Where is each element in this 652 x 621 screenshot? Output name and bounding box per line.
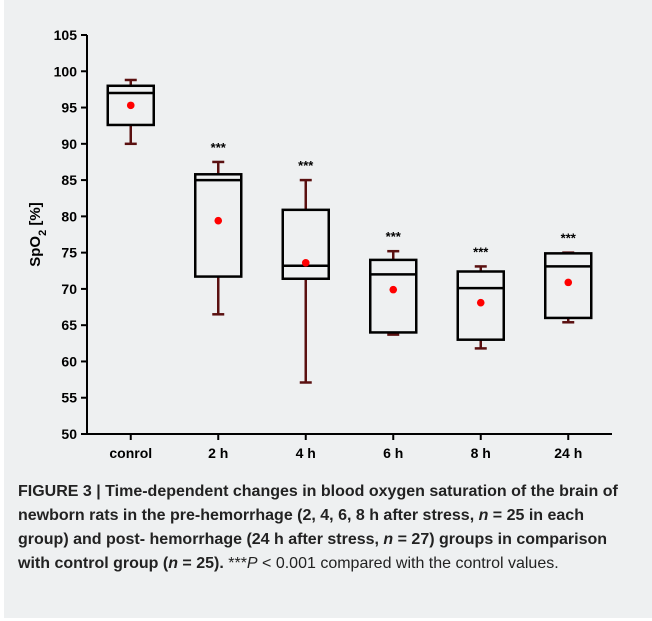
mean-point <box>301 258 310 267</box>
y-tick-label: 85 <box>61 172 77 188</box>
y-tick-label: 105 <box>54 27 78 43</box>
figure-caption: FIGURE 3 | Time-dependent changes in blo… <box>18 480 638 576</box>
caption-n3: n <box>168 555 178 572</box>
y-tick-label: 60 <box>61 353 77 369</box>
x-tick-label: 8 h <box>471 445 491 461</box>
bottom-border <box>0 618 652 621</box>
y-tick-label: 90 <box>61 136 77 152</box>
x-tick-label: 4 h <box>296 445 316 461</box>
significance-label: *** <box>211 140 227 155</box>
mean-point <box>564 278 573 287</box>
mean-point <box>476 298 485 307</box>
caption-text-3: = 27) groups in comparison with control … <box>18 531 608 572</box>
caption-n2: n <box>383 531 394 548</box>
box-plot-chart: 50 55 60 65 70 75 80 85 90 95 100 105 SpO2 [%] conrol… <box>27 27 612 461</box>
mean-point <box>214 216 223 225</box>
y-tick-label: 100 <box>54 63 78 79</box>
y-tick-label: 50 <box>61 426 77 442</box>
significance-label: *** <box>386 229 402 244</box>
y-axis-title: SpO2 [%] <box>27 202 49 266</box>
box <box>194 173 243 278</box>
mean-point <box>126 101 135 110</box>
caption-label: FIGURE 3 | <box>18 483 106 500</box>
y-tick-label: 95 <box>61 100 77 116</box>
y-tick-label: 75 <box>61 245 77 261</box>
caption-stars: *** <box>223 555 247 572</box>
box <box>369 258 418 334</box>
x-tick-label: 24 h <box>554 445 582 461</box>
mean-point <box>389 285 398 294</box>
caption-text-1: Time-dependent changes in blood oxygen s… <box>18 483 618 524</box>
x-tick-label: 6 h <box>383 445 403 461</box>
significance-label: *** <box>561 231 577 246</box>
box <box>456 270 505 341</box>
box <box>106 84 155 127</box>
y-tick-label: 80 <box>61 208 77 224</box>
caption-text-2: = 25 in each group) and post- hemorrhage… <box>18 507 584 548</box>
y-tick-label: 55 <box>61 390 77 406</box>
box <box>281 208 330 281</box>
caption-p: P <box>246 555 258 572</box>
x-tick-label: 2 h <box>208 445 228 461</box>
significance-label: *** <box>473 244 489 259</box>
y-tick-label: 65 <box>61 317 77 333</box>
caption-text-normal: < 0.001 compared with the control values… <box>257 555 559 572</box>
caption-text-4: = 25). <box>177 555 224 572</box>
y-tick-label: 70 <box>61 281 77 297</box>
box <box>544 252 593 320</box>
caption-n1: n <box>478 507 489 524</box>
significance-label: *** <box>298 158 314 173</box>
left-border <box>0 0 4 621</box>
chart-area: 50 55 60 65 70 75 80 85 90 95 100 105 SpO2 [%] conrol… <box>27 27 612 461</box>
x-tick-label: conrol <box>109 445 152 461</box>
